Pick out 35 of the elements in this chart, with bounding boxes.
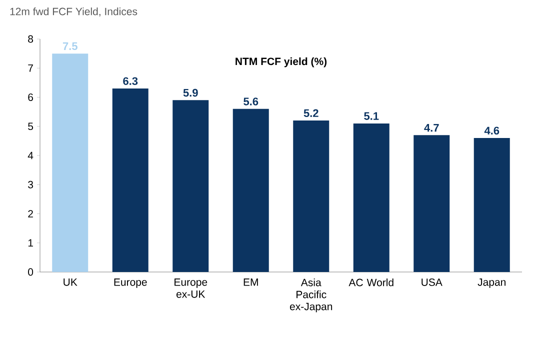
- x-tick-label: AC World: [348, 278, 394, 286]
- bar: [293, 120, 330, 272]
- bar: [232, 108, 269, 272]
- y-tick-label: 2: [28, 210, 33, 218]
- x-tick-label: Asia Pacific ex-Japan: [290, 278, 332, 312]
- x-tick-label: USA: [422, 278, 442, 286]
- y-tick-label: 6: [28, 94, 34, 101]
- data-label: 4.7: [424, 124, 439, 132]
- text: NTM FCF yield (%): [236, 57, 327, 68]
- chart-title: 12m fwd FCF Yield, Indices: [10, 8, 138, 16]
- y-tick-label: 8: [28, 35, 34, 43]
- x-tick-label: Europe: [114, 278, 147, 288]
- x-tick-label: UK: [64, 278, 78, 286]
- bar: [112, 88, 148, 272]
- data-label: 5.1: [364, 112, 379, 120]
- data-label: 4.6: [484, 126, 500, 135]
- bar: [414, 135, 450, 272]
- data-label: 5.9: [183, 88, 198, 97]
- data-label: 6.3: [123, 77, 138, 85]
- bar: [52, 54, 88, 272]
- y-tick-label: 3: [28, 180, 34, 188]
- bar: [474, 138, 510, 272]
- x-tick-label: EM: [244, 278, 258, 286]
- x-tick-label: Japan: [478, 278, 506, 288]
- data-label: 5.6: [244, 98, 258, 106]
- y-tick-label: 1: [28, 239, 33, 246]
- bar: [353, 123, 390, 272]
- data-label: 7.5: [62, 42, 78, 50]
- y-tick-label: 0: [28, 268, 34, 276]
- y-tick-label: 4: [28, 152, 34, 160]
- bar: [172, 100, 209, 272]
- data-label: 5.2: [304, 109, 318, 118]
- x-tick-label: Europe ex-UK: [174, 278, 208, 298]
- y-tick-label: 5: [28, 122, 34, 130]
- y-tick-label: 7: [28, 64, 33, 72]
